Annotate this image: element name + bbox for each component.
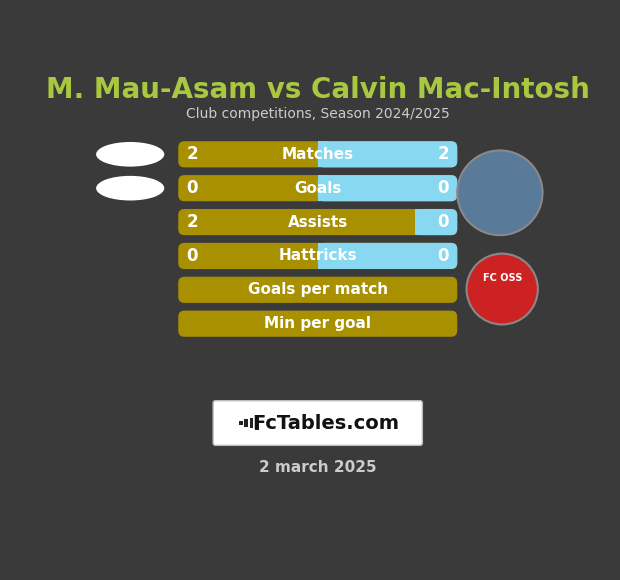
Bar [239,420,242,425]
FancyBboxPatch shape [213,401,422,445]
Text: 0: 0 [187,247,198,265]
FancyBboxPatch shape [179,277,458,303]
Circle shape [458,150,542,235]
FancyBboxPatch shape [415,209,458,235]
Text: Goals: Goals [294,181,342,195]
Text: 0: 0 [438,179,449,197]
FancyBboxPatch shape [179,243,458,269]
Text: 0: 0 [438,247,449,265]
Bar [255,416,259,430]
Text: FC OSS: FC OSS [482,273,522,283]
Text: 0: 0 [187,179,198,197]
Text: Goals per match: Goals per match [247,282,388,298]
Text: Hattricks: Hattricks [278,248,357,263]
Text: 2: 2 [187,146,198,164]
Bar [249,418,254,429]
Text: Min per goal: Min per goal [264,316,371,331]
Text: M. Mau-Asam vs Calvin Mac-Intosh: M. Mau-Asam vs Calvin Mac-Intosh [46,75,590,104]
Bar [317,243,327,269]
Text: 2 march 2025: 2 march 2025 [259,460,376,475]
FancyBboxPatch shape [179,141,458,168]
Bar [317,175,327,201]
Text: FcTables.com: FcTables.com [252,414,399,433]
FancyBboxPatch shape [179,209,458,235]
Bar [317,141,327,168]
FancyBboxPatch shape [179,175,458,201]
FancyBboxPatch shape [179,311,458,337]
Text: 2: 2 [187,213,198,231]
FancyBboxPatch shape [317,243,458,269]
Bar [415,209,425,235]
Ellipse shape [96,176,164,201]
Text: Assists: Assists [288,215,348,230]
Circle shape [466,253,538,324]
FancyBboxPatch shape [317,175,458,201]
Bar [244,419,248,427]
FancyBboxPatch shape [317,141,458,168]
Ellipse shape [96,142,164,166]
Text: Club competitions, Season 2024/2025: Club competitions, Season 2024/2025 [186,107,450,121]
Text: Matches: Matches [281,147,354,162]
Text: 0: 0 [438,213,449,231]
Text: 2: 2 [438,146,449,164]
